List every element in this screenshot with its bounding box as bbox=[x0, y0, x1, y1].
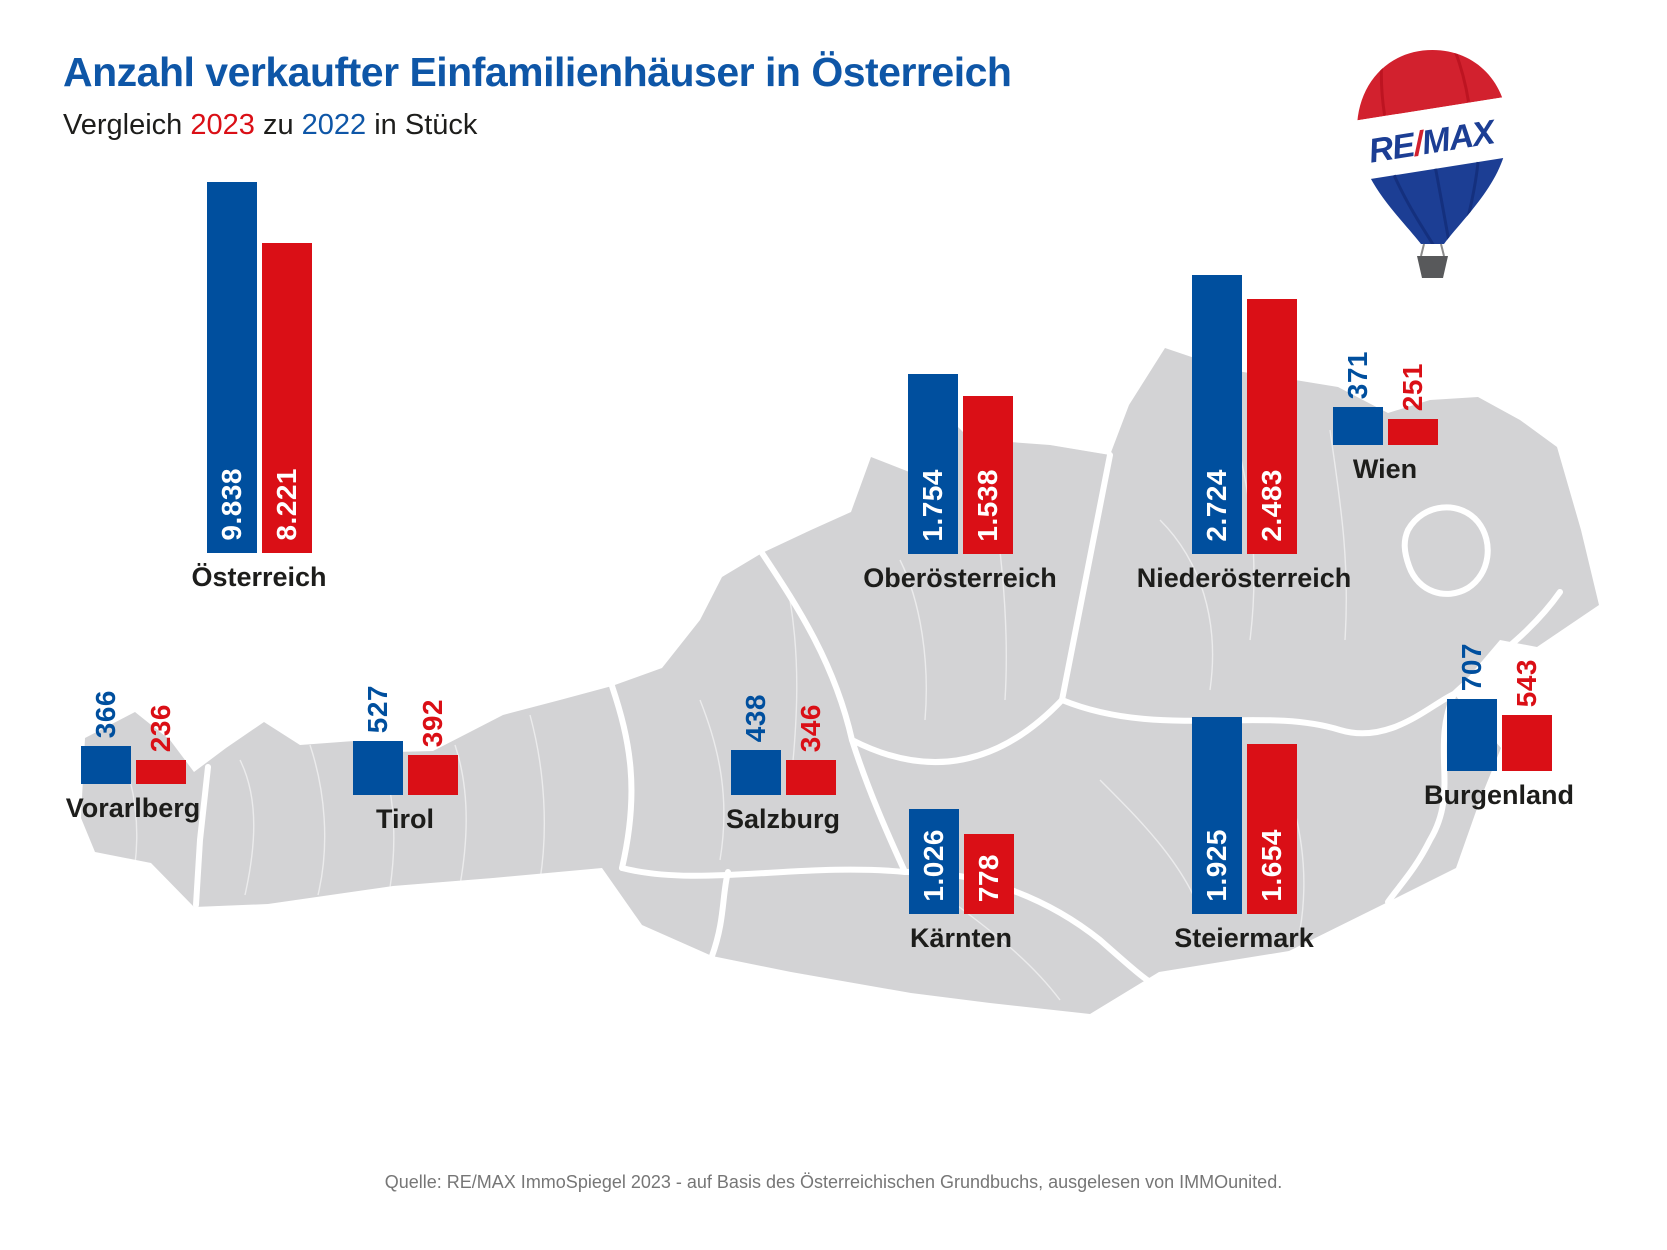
region-label: Wien bbox=[1352, 454, 1418, 484]
balloon-basket bbox=[1417, 243, 1448, 278]
bar-2023: 543 bbox=[1502, 659, 1552, 771]
source-note: Quelle: RE/MAX ImmoSpiegel 2023 - auf Ba… bbox=[384, 1172, 1283, 1192]
subtitle-year-2023: 2023 bbox=[190, 109, 255, 142]
page-subtitle: Vergleich 2023 zu 2022 in Stück bbox=[63, 109, 1011, 142]
header: Anzahl verkaufter Einfamilienhäuser in Ö… bbox=[63, 49, 1012, 142]
bar-value-2023: 543 bbox=[1511, 658, 1542, 707]
district-borders bbox=[129, 419, 1348, 1001]
bar-value-2023: 251 bbox=[1397, 362, 1428, 411]
bar-2023: 778 bbox=[964, 834, 1014, 914]
remax-balloon-logo: RE/MAX bbox=[1345, 46, 1520, 282]
subtitle-middle: zu bbox=[262, 109, 294, 142]
region-label: Oberösterreich bbox=[863, 563, 1057, 593]
region-label: Kärnten bbox=[909, 923, 1013, 953]
bar-value-2023: 2.483 bbox=[1256, 469, 1287, 542]
bar-2022: 2.724 bbox=[1192, 275, 1242, 554]
bar-value-2022: 438 bbox=[740, 693, 771, 742]
bar-2023: 1.538 bbox=[963, 396, 1013, 554]
region-label: Steiermark bbox=[1174, 923, 1314, 953]
bar-2022: 366 bbox=[81, 690, 131, 784]
bar-value-2022: 527 bbox=[362, 684, 393, 733]
bar-2022: 9.838 bbox=[207, 182, 257, 553]
bar-2022: 1.026 bbox=[909, 809, 959, 914]
bar-value-2022: 707 bbox=[1456, 642, 1487, 691]
region-label: Österreich bbox=[191, 562, 327, 592]
region-label: Salzburg bbox=[725, 804, 841, 834]
bar-value-2023: 1.538 bbox=[972, 469, 1003, 542]
region-label: Burgenland bbox=[1423, 780, 1575, 810]
bar-2023: 2.483 bbox=[1247, 299, 1297, 554]
bar-2022: 371 bbox=[1333, 351, 1383, 445]
bar-value-2023: 8.221 bbox=[271, 468, 302, 541]
balloon-red-band bbox=[1357, 50, 1508, 131]
bar-value-2023: 1.654 bbox=[1256, 829, 1287, 902]
region-label: Niederösterreich bbox=[1136, 563, 1352, 593]
bar-2022: 1.925 bbox=[1192, 717, 1242, 914]
subtitle-prefix: Vergleich bbox=[63, 109, 183, 142]
bar-value-2022: 2.724 bbox=[1201, 469, 1232, 542]
bar-2023: 392 bbox=[408, 699, 458, 795]
bar-2023: 346 bbox=[786, 704, 836, 795]
bar-2022: 438 bbox=[731, 694, 781, 795]
bar-2023: 8.221 bbox=[262, 243, 312, 553]
bar-value-2022: 9.838 bbox=[216, 468, 247, 541]
bar-value-2023: 236 bbox=[145, 703, 176, 752]
bar-value-2022: 371 bbox=[1342, 350, 1373, 399]
wien-boundary bbox=[1401, 504, 1491, 597]
bar-2023: 236 bbox=[136, 704, 186, 784]
bar-value-2022: 366 bbox=[90, 689, 121, 738]
bar-value-2023: 392 bbox=[417, 698, 448, 747]
bar-2022: 1.754 bbox=[908, 374, 958, 554]
bar-value-2022: 1.026 bbox=[918, 829, 949, 902]
bar-2023: 251 bbox=[1388, 363, 1438, 445]
bar-value-2022: 1.754 bbox=[917, 469, 948, 542]
bar-value-2023: 346 bbox=[795, 703, 826, 752]
bar-value-2022: 1.925 bbox=[1201, 829, 1232, 902]
bar-2023: 1.654 bbox=[1247, 744, 1297, 914]
page-title: Anzahl verkaufter Einfamilienhäuser in Ö… bbox=[63, 49, 1012, 95]
balloon-white-band bbox=[1357, 87, 1508, 190]
bar-value-2023: 778 bbox=[973, 853, 1004, 902]
region-label: Tirol bbox=[375, 804, 435, 834]
bar-2022: 707 bbox=[1447, 643, 1497, 771]
region-label: Vorarlberg bbox=[65, 793, 201, 823]
subtitle-year-2022: 2022 bbox=[301, 109, 367, 142]
subtitle-suffix: in Stück bbox=[374, 109, 478, 142]
bar-2022: 527 bbox=[353, 685, 403, 795]
